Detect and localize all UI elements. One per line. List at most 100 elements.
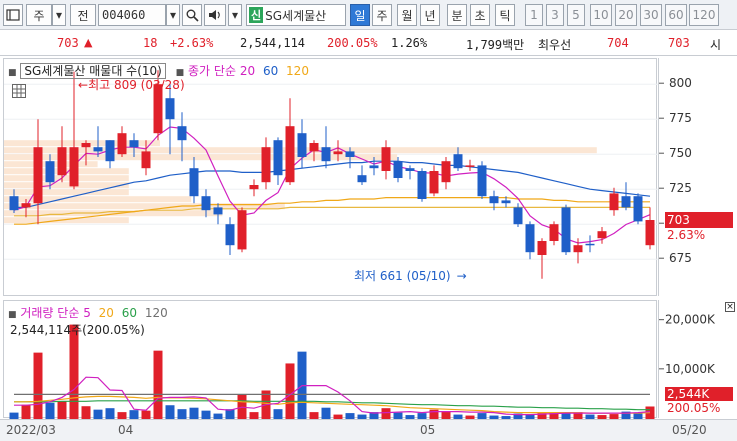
- candle-body: [297, 133, 307, 157]
- trade-value: 1,799백만: [466, 38, 525, 52]
- volume-bar: [273, 409, 283, 419]
- quote-trailing-label: 시: [710, 38, 722, 52]
- period-tab-week[interactable]: 주: [372, 4, 392, 26]
- market-select[interactable]: 주: [26, 4, 52, 26]
- volume-profile-title[interactable]: SG세계물산 매물대 수(10): [20, 63, 166, 79]
- current-volume-percent: 200.05%: [667, 401, 721, 415]
- interval-button-1[interactable]: 1: [525, 4, 543, 26]
- candle-body: [225, 224, 235, 246]
- candle-body: [441, 161, 451, 183]
- sound-icon[interactable]: [204, 4, 226, 26]
- volume-bar: [357, 414, 367, 419]
- best-ask-label: 최우선: [538, 38, 572, 52]
- volume-ma-label[interactable]: 거래량 단순: [20, 306, 80, 320]
- change-amount: 18: [143, 36, 158, 50]
- interval-button-120[interactable]: 120: [689, 4, 719, 26]
- volume-chart[interactable]: [4, 301, 658, 419]
- period-label: 주: [376, 8, 388, 23]
- volume-bar: [453, 414, 463, 419]
- volume-bar: [609, 414, 619, 419]
- candle-body: [177, 126, 187, 141]
- volume-bar: [249, 412, 259, 419]
- interval-button-3[interactable]: 3: [546, 4, 564, 26]
- volume-current-text: 2,544,114주(200.05%): [10, 323, 145, 337]
- ma-label[interactable]: 종가 단순: [188, 64, 236, 78]
- period-tab-day[interactable]: 일: [350, 4, 370, 26]
- ma20-line: [14, 160, 651, 208]
- volume-bar: [525, 414, 535, 419]
- stock-code-input[interactable]: 004060: [98, 4, 166, 26]
- period-tab-tick[interactable]: 틱: [495, 4, 515, 26]
- date-label: 05: [420, 423, 436, 437]
- window-menu-icon[interactable]: [3, 4, 23, 26]
- volume-bar: [33, 352, 43, 419]
- sound-dropdown-icon[interactable]: ▾: [228, 4, 242, 26]
- interval-label: 5: [572, 8, 580, 22]
- candle-body: [261, 147, 271, 183]
- legend-marker-icon: ■: [8, 310, 17, 320]
- volume-bar: [285, 363, 295, 419]
- table-view-icon[interactable]: [12, 84, 26, 98]
- stock-code-dropdown-icon[interactable]: ▾: [166, 4, 180, 26]
- volume-profile-bar: [4, 196, 192, 203]
- price-tick-label: 750: [669, 146, 692, 160]
- low-annotation: 최저 661 (05/10) →: [354, 267, 467, 284]
- period-tab-month[interactable]: 월: [397, 4, 417, 26]
- volume-bar: [189, 407, 199, 419]
- volume-bar: [561, 413, 571, 419]
- close-icon[interactable]: ×: [725, 302, 735, 312]
- candle-body: [513, 207, 523, 225]
- period-tab-year[interactable]: 년: [420, 4, 440, 26]
- current-price-marker: 703: [665, 212, 733, 228]
- search-icon[interactable]: [182, 4, 202, 26]
- price-legend: ■ SG세계물산 매물대 수(10) ■ 종가 단순 20 60 120: [8, 62, 309, 79]
- interval-label: 10: [593, 8, 609, 22]
- volume-bar: [45, 402, 55, 419]
- volume-bar: [585, 414, 595, 419]
- price-chart-panel[interactable]: ■ SG세계물산 매물대 수(10) ■ 종가 단순 20 60 120 ←최고…: [3, 58, 658, 297]
- period-tab-minute[interactable]: 분: [447, 4, 467, 26]
- volume-bar: [513, 413, 523, 419]
- interval-button-5[interactable]: 5: [567, 4, 585, 26]
- interval-button-60[interactable]: 60: [665, 4, 687, 26]
- volume-bar: [177, 409, 187, 419]
- market-dropdown-icon[interactable]: ▾: [52, 4, 66, 26]
- volume-value: 2,544,114: [240, 36, 306, 50]
- volume-bar: [225, 409, 235, 419]
- candle-body: [429, 171, 439, 194]
- candle-body: [645, 220, 655, 246]
- price-chart[interactable]: [4, 59, 658, 297]
- volume-bar: [9, 412, 19, 419]
- interval-button-10[interactable]: 10: [590, 4, 612, 26]
- date-label: 04: [118, 423, 134, 437]
- candle-body: [501, 200, 511, 204]
- stock-name-field[interactable]: 신 SG세계물산: [246, 4, 346, 26]
- volume-bar: [393, 412, 403, 419]
- volume-bar: [549, 412, 559, 419]
- vol-ma-period-20: 20: [98, 306, 114, 320]
- stock-code-value: 004060: [102, 8, 146, 22]
- legend-marker-icon: ■: [8, 68, 17, 78]
- volume-bar: [501, 416, 511, 419]
- candle-body: [153, 84, 163, 134]
- volume-bar: [213, 413, 223, 419]
- interval-button-30[interactable]: 30: [640, 4, 662, 26]
- price-tick-label: 675: [669, 251, 692, 265]
- code-prefix-button[interactable]: 전: [70, 4, 96, 26]
- interval-button-20[interactable]: 20: [615, 4, 637, 26]
- period-label: 틱: [499, 8, 511, 23]
- candle-body: [405, 168, 415, 171]
- volume-chart-panel[interactable]: ■ 거래량 단순 5 20 60 120 2,544,114주(200.05%): [3, 300, 658, 419]
- volume-bar: [69, 324, 79, 419]
- candle-body: [345, 151, 355, 157]
- period-tab-second[interactable]: 초: [470, 4, 490, 26]
- volume-bar: [117, 412, 127, 419]
- price-axis: 800775750725700675 703 2.63%: [658, 58, 737, 296]
- candle-body: [597, 231, 607, 239]
- volume-bar: [405, 415, 415, 419]
- volume-ma20-line: [14, 395, 651, 414]
- volume-axis: 20,000K 10,000K 2,544K 200.05% ×: [658, 300, 737, 418]
- volume-bar: [537, 413, 547, 419]
- period-label: 분: [451, 8, 463, 23]
- volume-bar: [441, 411, 451, 419]
